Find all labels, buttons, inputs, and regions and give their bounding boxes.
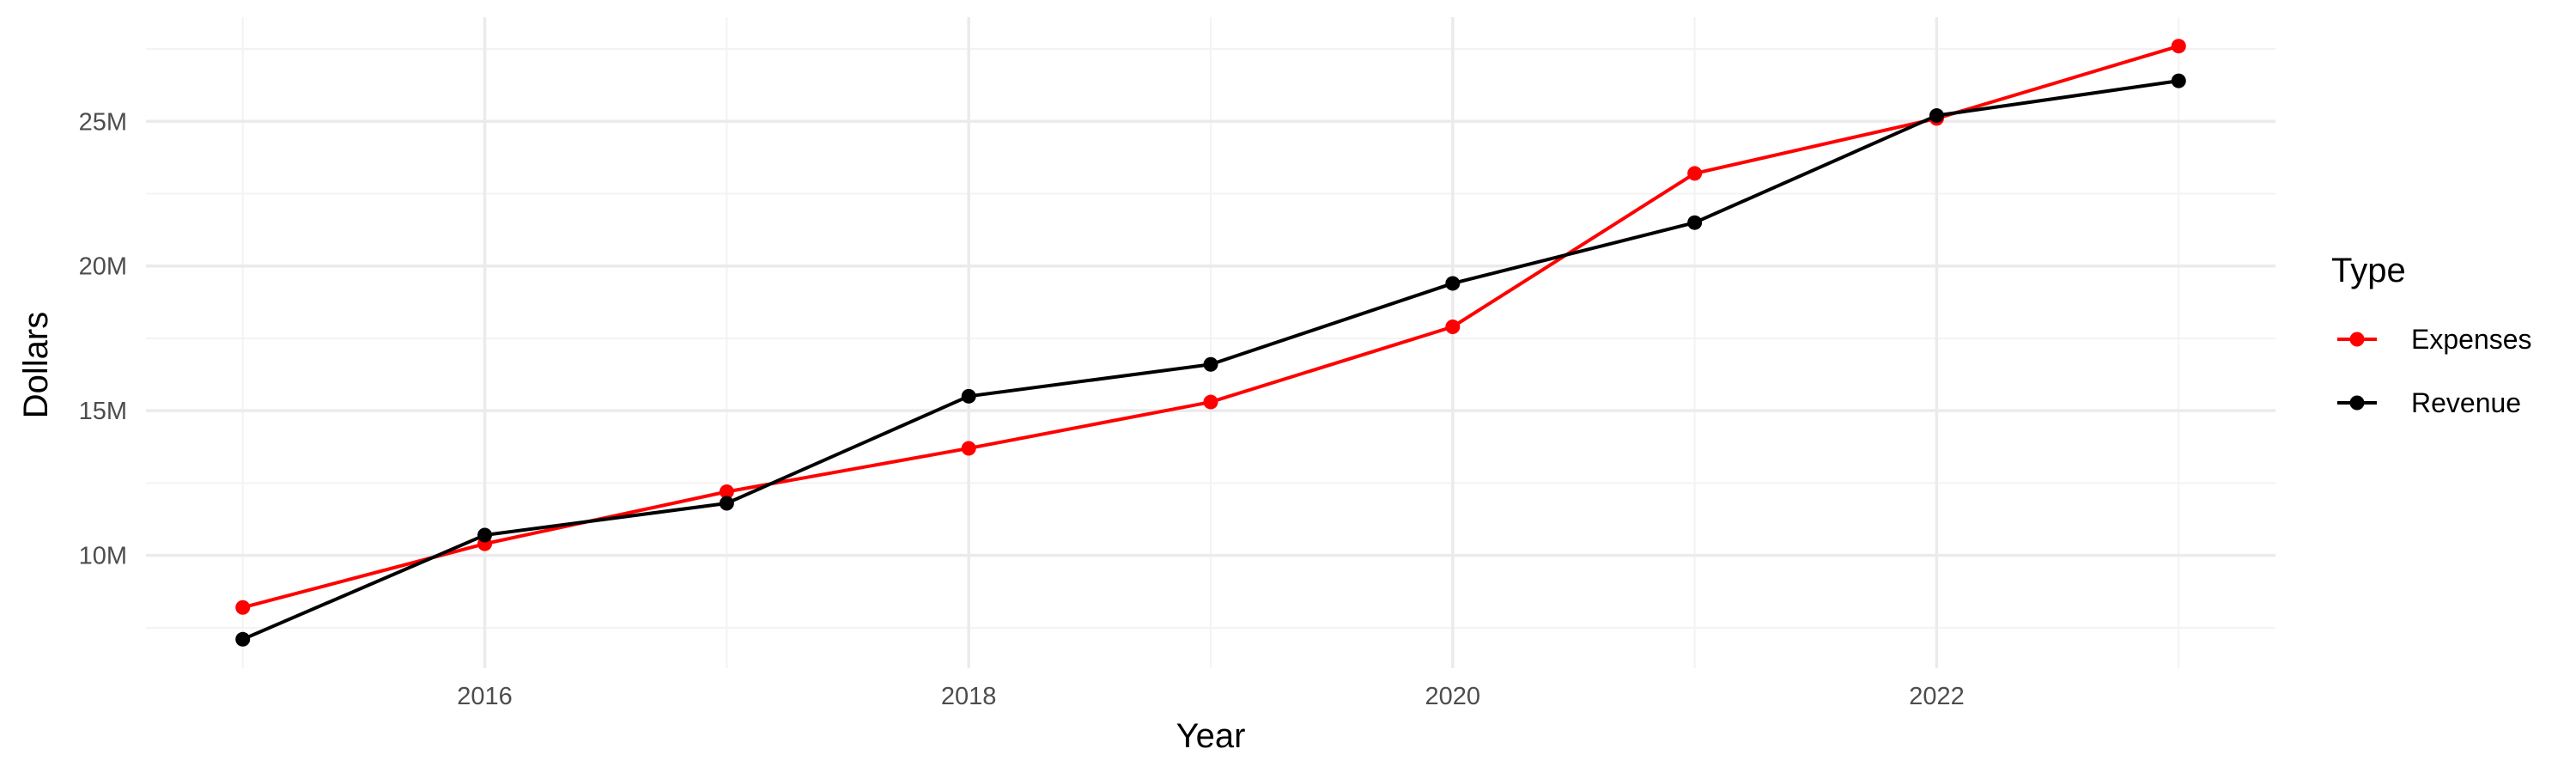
data-point [477, 527, 493, 543]
legend-label: Expenses [2411, 324, 2532, 355]
legend-title: Type [2331, 252, 2406, 289]
legend-key-point [2349, 332, 2365, 347]
y-axis-ticks: 10M 15M 20M 25M [79, 108, 127, 569]
series-revenue [235, 73, 2186, 647]
y-axis-title: Dollars [17, 312, 55, 418]
x-tick-label: 2020 [1425, 683, 1481, 710]
x-tick-label: 2016 [457, 683, 513, 710]
data-point [719, 484, 734, 499]
y-tick-label: 15M [79, 398, 127, 425]
series-expenses [235, 39, 2186, 615]
plot-area [235, 39, 2186, 647]
data-point [1445, 319, 1461, 334]
data-point [1445, 276, 1461, 291]
x-axis-title: Year [1176, 717, 1246, 755]
y-tick-label: 10M [79, 543, 127, 570]
data-point [1687, 215, 1703, 230]
legend-item-expenses: Expenses [2337, 324, 2532, 355]
y-tick-label: 20M [79, 253, 127, 281]
legend: Type Expenses Revenue [2331, 252, 2532, 418]
data-point [719, 496, 734, 511]
legend-item-revenue: Revenue [2337, 387, 2521, 418]
data-point [1203, 394, 1218, 410]
data-point [1687, 166, 1703, 181]
data-point [2171, 39, 2186, 54]
data-point [235, 600, 251, 615]
legend-label: Revenue [2411, 387, 2521, 418]
y-tick-label: 25M [79, 108, 127, 136]
data-point [961, 441, 976, 456]
data-point [961, 388, 976, 404]
grid [146, 17, 2275, 668]
data-point [235, 631, 251, 647]
x-tick-label: 2022 [1909, 683, 1965, 710]
data-point [2171, 73, 2186, 88]
x-axis-ticks: 2016 2018 2020 2022 [457, 683, 1964, 710]
x-tick-label: 2018 [941, 683, 997, 710]
data-point [1929, 108, 1944, 124]
legend-key-point [2349, 395, 2365, 411]
data-point [1203, 356, 1218, 372]
